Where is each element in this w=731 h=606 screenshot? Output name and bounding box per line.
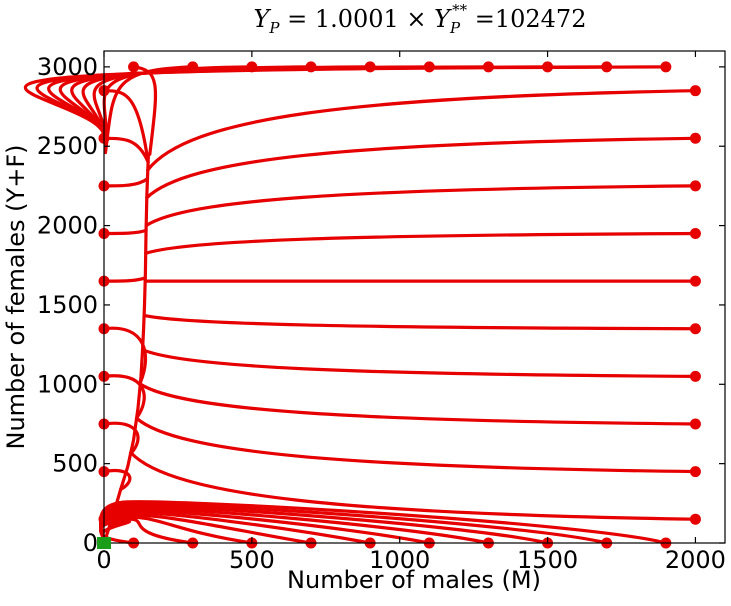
right-trajectory <box>144 184 698 228</box>
x-tick-label: 1500 <box>517 546 578 574</box>
top-start-point <box>128 61 140 73</box>
top-trajectory <box>131 65 158 156</box>
left-trajectory <box>102 136 150 164</box>
y-tick-label: 0 <box>83 529 98 557</box>
chart-title: YP = 1.0001 × YP** =102472 <box>254 1 587 37</box>
right-start-point <box>689 228 701 240</box>
top-start-point <box>482 61 494 73</box>
left-trajectory <box>102 177 150 188</box>
right-trajectory <box>134 416 698 474</box>
right-trajectory <box>144 231 698 255</box>
right-trajectory <box>142 313 698 331</box>
right-trajectory <box>140 348 698 378</box>
plot-frame <box>103 50 726 544</box>
top-start-point <box>423 61 435 73</box>
y-tick-label: 2000 <box>37 212 98 240</box>
y-tick-label: 1500 <box>37 291 98 319</box>
right-start-point <box>689 85 701 97</box>
top-start-point <box>601 61 613 73</box>
top-start-point <box>187 61 199 73</box>
right-start-point <box>689 513 701 525</box>
right-start-point <box>689 180 701 192</box>
top-start-point <box>660 61 672 73</box>
top-trajectory <box>23 65 668 142</box>
left-trajectory <box>102 228 148 236</box>
axis-ticks: 0 500 1000 1500 2000 0 500 1000 1500 2000 2500 3000 <box>37 51 726 574</box>
right-start-point <box>689 275 701 287</box>
top-start-point <box>305 61 317 73</box>
x-tick-label: 500 <box>229 546 275 574</box>
top-trajectory <box>81 65 372 150</box>
right-trajectory <box>145 136 698 200</box>
left-trajectory <box>102 374 146 420</box>
right-trajectory <box>138 382 698 426</box>
right-start-point <box>689 370 701 382</box>
top-trajectory <box>103 65 195 155</box>
right-start-point <box>689 132 701 144</box>
x-axis-label: Number of males (M) <box>287 566 541 594</box>
top-start-point <box>542 61 554 73</box>
right-trajectory <box>146 89 698 172</box>
left-trajectory <box>102 421 140 456</box>
x-tick-label: 0 <box>96 546 111 574</box>
trajectories <box>23 65 698 545</box>
y-tick-label: 1000 <box>37 370 98 398</box>
left-trajectory <box>102 89 150 164</box>
left-trajectory <box>102 326 148 384</box>
equilibrium-marker <box>97 537 111 549</box>
x-tick-label: 2000 <box>665 546 726 574</box>
y-axis-label: Number of females (Y+F) <box>2 145 30 450</box>
start-points <box>98 61 701 549</box>
y-tick-label: 500 <box>52 450 98 478</box>
right-trajectory <box>129 450 698 521</box>
left-trajectory <box>102 276 147 283</box>
top-start-point <box>246 61 258 73</box>
left-trajectory <box>102 468 132 492</box>
right-start-point <box>689 466 701 478</box>
y-tick-label: 3000 <box>37 53 98 81</box>
top-start-point <box>364 61 376 73</box>
right-start-point <box>689 418 701 430</box>
right-start-point <box>689 323 701 335</box>
x-tick-label: 1000 <box>369 546 430 574</box>
y-tick-label: 2500 <box>37 132 98 160</box>
